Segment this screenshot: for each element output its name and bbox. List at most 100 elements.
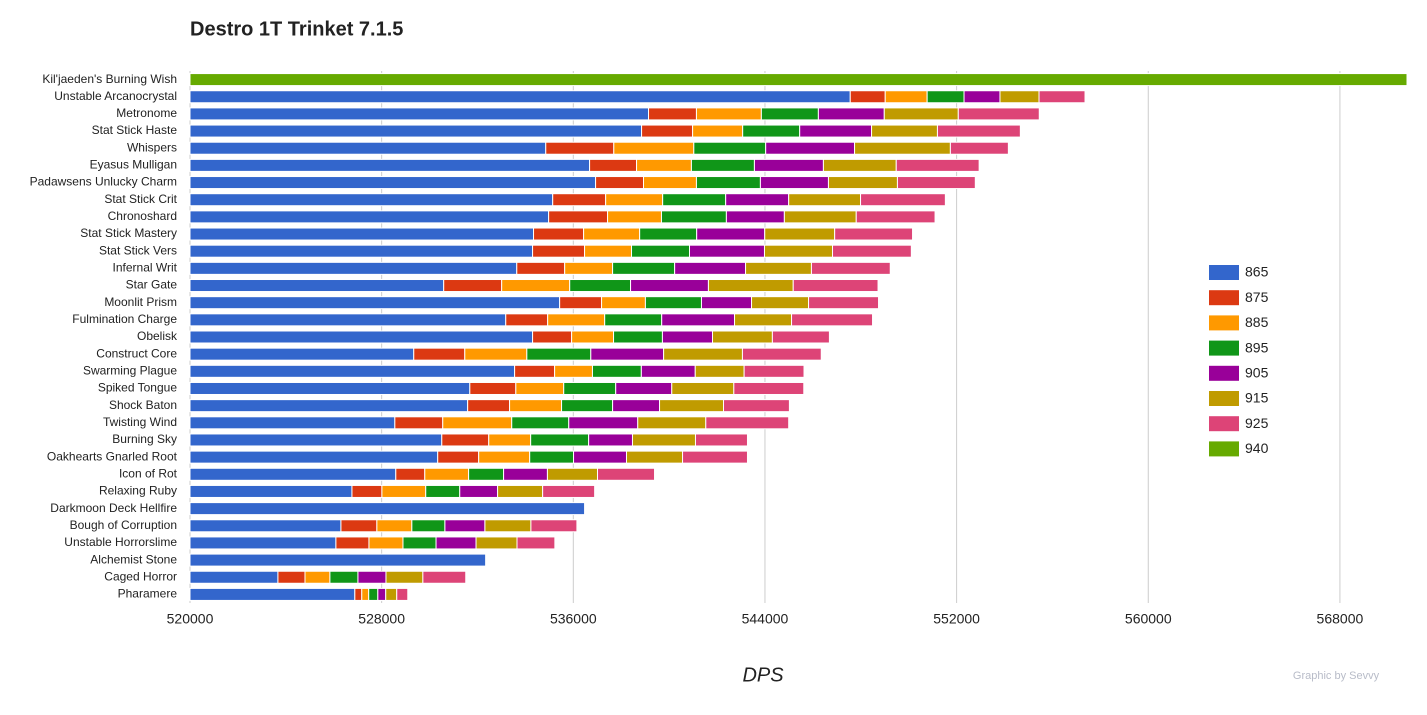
y-tick-label: Eyasus Mulligan (90, 158, 177, 172)
bar-segment (662, 193, 727, 207)
bar-segment (501, 279, 571, 293)
legend-swatch (1209, 315, 1239, 331)
bar-segment (605, 193, 664, 207)
bar-segment (799, 124, 873, 138)
bar-segment (791, 313, 874, 327)
bar-segment (189, 399, 469, 413)
bar-segment (411, 519, 446, 533)
y-tick-label: Padawsens Unlucky Charm (30, 175, 177, 189)
bar-segment (612, 261, 676, 275)
bar-segment (189, 176, 597, 190)
legend-label: 940 (1245, 440, 1269, 456)
bar-segment (792, 279, 879, 293)
bar-segment (444, 519, 486, 533)
y-tick-label: Kil'jaeden's Burning Wish (42, 72, 177, 86)
bar-segment (860, 193, 946, 207)
bar-segment (515, 381, 565, 395)
bar-segment (189, 124, 643, 138)
legend-label: 915 (1245, 390, 1269, 406)
bar-segment (788, 193, 862, 207)
bar-segment (563, 381, 617, 395)
bar-segment (674, 261, 747, 275)
bar-segment (589, 158, 638, 172)
x-tick-label: 560000 (1125, 611, 1172, 627)
bar-segment (385, 570, 424, 584)
bar-segment (329, 570, 359, 584)
bar-segment (696, 227, 766, 241)
bar-segment (896, 176, 976, 190)
bar-segment (759, 176, 829, 190)
bar-segment (509, 399, 563, 413)
bar-segment (783, 210, 857, 224)
legend-label: 875 (1245, 289, 1269, 305)
bar-segment (552, 193, 607, 207)
bar-segment (625, 450, 684, 464)
bar-segment (723, 399, 790, 413)
bar-segment (475, 536, 518, 550)
bar-segment (189, 261, 518, 275)
y-tick-label: Stat Stick Haste (92, 123, 178, 137)
bar-segment (571, 330, 615, 344)
bar-segment (464, 347, 528, 361)
bar-segment (443, 279, 503, 293)
x-axis-label: DPS (742, 664, 784, 686)
bar-segment (631, 244, 690, 258)
y-tick-label: Whispers (127, 140, 177, 154)
y-tick-label: Pharamere (118, 587, 178, 601)
bar-segment (425, 484, 461, 498)
bar-segment (351, 484, 383, 498)
bar-segment (377, 587, 387, 601)
bar-segment (1038, 90, 1086, 104)
bar-segment (808, 296, 880, 310)
bar-segment (661, 330, 713, 344)
bar-segment (607, 210, 662, 224)
bar-segment (530, 519, 578, 533)
legend-swatch (1209, 391, 1239, 406)
legend-swatch (1209, 365, 1239, 381)
bar-segment (189, 433, 443, 447)
legend-swatch (1209, 265, 1239, 280)
bar-segment (694, 364, 745, 378)
bar-segment (542, 484, 596, 498)
bar-segment (725, 193, 790, 207)
bar-segment (693, 141, 767, 155)
bar-segment (855, 210, 936, 224)
bar-segment (636, 158, 692, 172)
bar-segment (467, 399, 511, 413)
bar-segment (376, 519, 413, 533)
bar-segment (741, 347, 822, 361)
bar-segment (547, 313, 606, 327)
y-tick-label: Spiked Tongue (98, 381, 178, 395)
x-tick-label: 568000 (1317, 611, 1364, 627)
bar-segment (637, 416, 707, 430)
bar-segment (817, 107, 885, 121)
bar-segment (733, 381, 805, 395)
bar-segment (468, 467, 505, 481)
bar-segment (688, 244, 765, 258)
bar-segment (734, 313, 793, 327)
bar-segment (745, 261, 812, 275)
bar-segment (641, 124, 694, 138)
bar-segment (591, 364, 642, 378)
bar-segment (612, 399, 661, 413)
bar-segment (189, 484, 353, 498)
y-tick-label: Infernal Writ (113, 261, 178, 275)
y-tick-label: Metronome (116, 106, 177, 120)
legend-swatch (1209, 340, 1239, 356)
bar-segment (532, 244, 586, 258)
bar-segment (189, 279, 445, 293)
bar-segment (743, 364, 805, 378)
bar-segment (484, 519, 532, 533)
bar-segment (442, 416, 513, 430)
bar-segment (663, 347, 743, 361)
bar-segment (497, 484, 544, 498)
bar-segment (189, 193, 554, 207)
bar-segment (999, 90, 1040, 104)
bar-segment (760, 107, 819, 121)
bar-segment (478, 450, 531, 464)
bar-segment (189, 141, 547, 155)
bar-segment (682, 450, 748, 464)
x-tick-label: 520000 (167, 611, 214, 627)
bar-segment (597, 467, 656, 481)
y-tick-label: Stat Stick Vers (99, 243, 177, 257)
